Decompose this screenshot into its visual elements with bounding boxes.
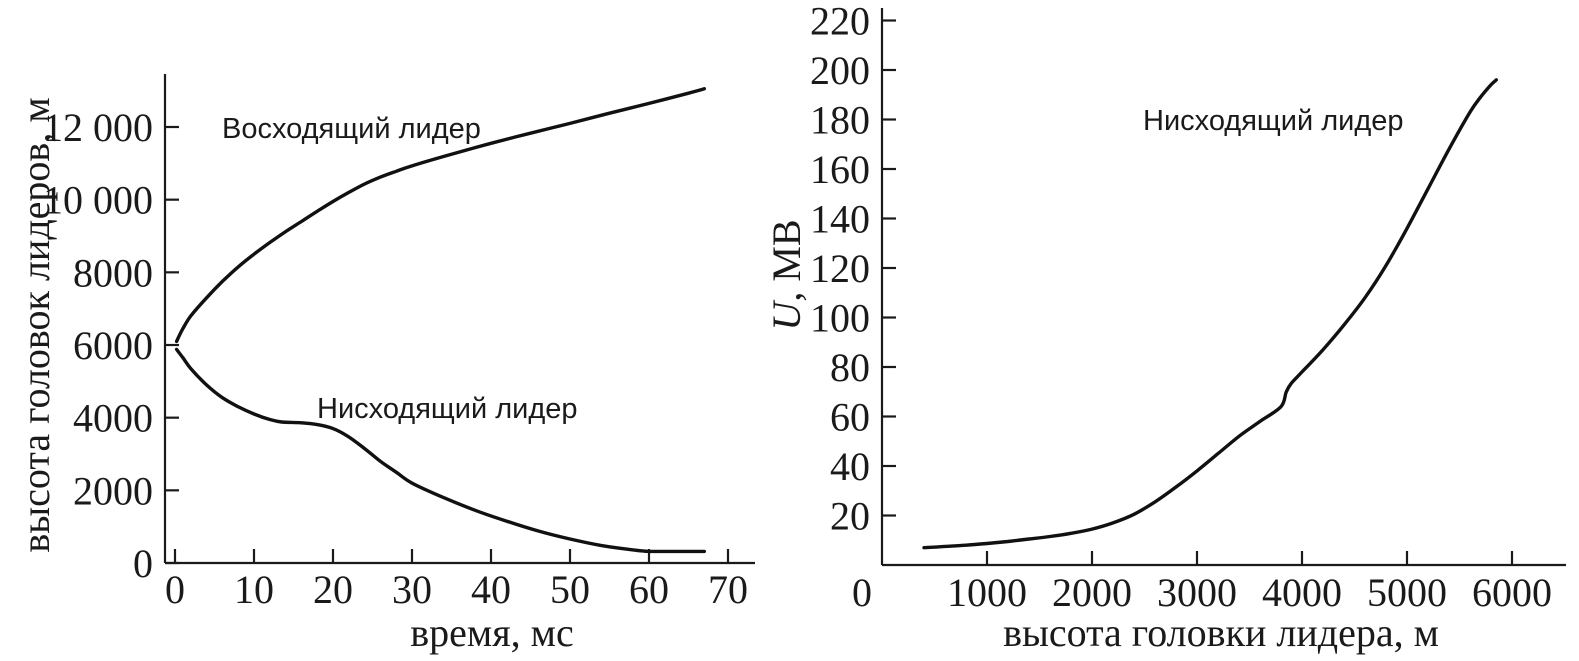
left-x-tick-label-60: 60: [629, 567, 669, 612]
right-y-tick-label-140: 140: [810, 197, 870, 242]
left-series-line-descending-leader: [174, 347, 706, 554]
left-x-tick-label-10: 10: [234, 567, 274, 612]
right-y-tick-label-40: 40: [830, 444, 870, 489]
right-y-tick-label-100: 100: [810, 296, 870, 341]
right-y-tick-label-120: 120: [810, 246, 870, 291]
left-y-axis-label: высота головок лидеров, м: [13, 97, 58, 552]
right-y-tick-label-80: 80: [830, 345, 870, 390]
left-y-tick-label-0: 0: [133, 541, 153, 586]
right-x-tick-label-1000: 1000: [947, 570, 1027, 615]
left-x-tick-label-70: 70: [708, 567, 748, 612]
left-x-tick-label-40: 40: [471, 567, 511, 612]
right-x-axis-label: высота головки лидера, м: [1003, 610, 1439, 655]
right-x-tick-label-2000: 2000: [1052, 570, 1132, 615]
left-x-tick-label-30: 30: [392, 567, 432, 612]
left-series-line-ascending-leader: [174, 87, 706, 344]
annotation-descending-leader-right: Нисходящий лидер: [1143, 105, 1404, 137]
left-y-tick-label-4000: 4000: [73, 396, 153, 441]
right-y-axis-label-unit: , МВ: [764, 219, 809, 301]
right-y-tick-label-60: 60: [830, 395, 870, 440]
right-x-tick-label-5000: 5000: [1367, 570, 1447, 615]
left-y-tick-label-12000: 12 000: [43, 105, 153, 150]
left-y-tick-label-10000: 10 000: [43, 178, 153, 223]
annotation-descending-leader-left: Нисходящий лидер: [317, 393, 578, 425]
left-x-tick-label-50: 50: [550, 567, 590, 612]
right-y-tick-label-160: 160: [810, 147, 870, 192]
left-x-tick-label-0: 0: [165, 567, 185, 612]
right-x-tick-label-6000: 6000: [1472, 570, 1552, 615]
right-y-tick-label-20: 20: [830, 494, 870, 539]
right-y-axis-label-symbol: U: [764, 299, 809, 331]
left-y-tick-label-8000: 8000: [73, 250, 153, 295]
right-y-axis-label: U, МВ: [764, 219, 809, 330]
right-origin-tick-label: 0: [852, 570, 872, 615]
left-x-tick-label-20: 20: [313, 567, 353, 612]
right-y-tick-label-220: 220: [810, 0, 870, 44]
right-series-line-descending-leader: [922, 78, 1498, 550]
annotation-ascending-leader: Восходящий лидер: [222, 113, 481, 145]
left-x-axis-label: время, мс: [410, 610, 573, 655]
chart-leader-height-vs-time: 0 2000 4000 6000 8000 10 000 12 000 0 10 20 30 40 5…: [13, 74, 755, 655]
right-x-tick-label-3000: 3000: [1157, 570, 1237, 615]
right-y-tick-label-180: 180: [810, 98, 870, 143]
right-y-tick-label-200: 200: [810, 48, 870, 93]
left-y-tick-label-6000: 6000: [73, 323, 153, 368]
right-x-tick-label-4000: 4000: [1262, 570, 1342, 615]
left-y-tick-label-2000: 2000: [73, 468, 153, 513]
